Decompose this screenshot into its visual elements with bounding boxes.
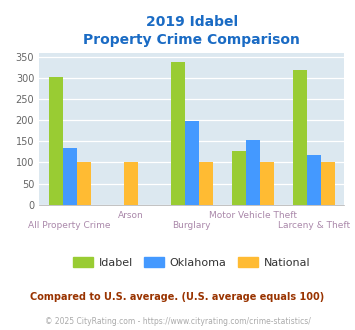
Bar (62, 148, 77, 205)
Bar (321, 162, 335, 205)
Bar (185, 121, 199, 205)
Bar (199, 162, 213, 205)
Text: Compared to U.S. average. (U.S. average equals 100): Compared to U.S. average. (U.S. average … (31, 292, 324, 302)
Text: Motor Vehicle Theft: Motor Vehicle Theft (209, 211, 297, 220)
Text: Arson: Arson (118, 211, 143, 220)
Text: © 2025 CityRating.com - https://www.cityrating.com/crime-statistics/: © 2025 CityRating.com - https://www.city… (45, 317, 310, 326)
Text: Larceny & Theft: Larceny & Theft (278, 221, 350, 230)
Legend: Idabel, Oklahoma, National: Idabel, Oklahoma, National (69, 253, 315, 272)
Bar (232, 150, 246, 205)
Bar (260, 162, 274, 205)
Bar (246, 140, 260, 205)
Bar (171, 62, 185, 205)
Title: 2019 Idabel
Property Crime Comparison: 2019 Idabel Property Crime Comparison (83, 15, 300, 48)
Bar (307, 155, 321, 205)
Bar (293, 70, 307, 205)
Bar (124, 162, 138, 205)
Bar (77, 162, 91, 205)
Text: Burglary: Burglary (173, 221, 211, 230)
Bar (49, 77, 62, 205)
Text: All Property Crime: All Property Crime (28, 221, 111, 230)
